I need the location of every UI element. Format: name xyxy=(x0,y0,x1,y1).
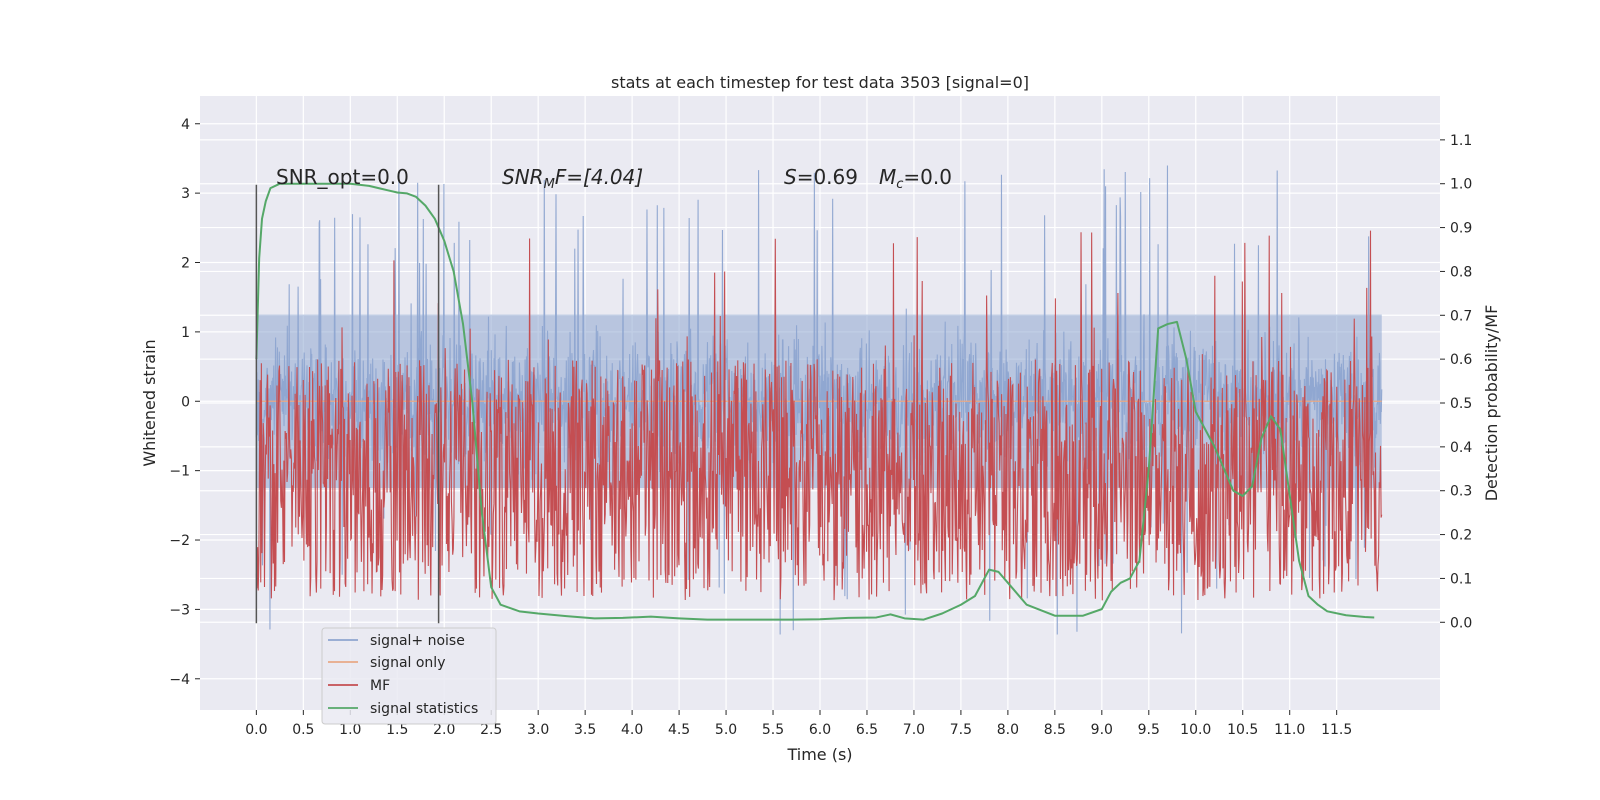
x-tick-label: 8.0 xyxy=(997,722,1019,738)
x-tick-label: 6.0 xyxy=(809,722,831,738)
x-tick-label: 9.0 xyxy=(1091,722,1113,738)
y-tick-label: −2 xyxy=(169,533,190,549)
mc-annotation: Mc=0.0 xyxy=(879,165,952,192)
y-axis-label: Whitened strain xyxy=(140,339,159,466)
x-tick-label: 4.5 xyxy=(668,722,690,738)
snr-mf-sub: M xyxy=(544,177,555,192)
x-tick-label: 2.0 xyxy=(433,722,455,738)
y2-tick-label: 0.3 xyxy=(1450,484,1472,500)
x-tick-label: 10.5 xyxy=(1227,722,1258,738)
x-tick-label: 11.0 xyxy=(1274,722,1305,738)
y-tick-label: −3 xyxy=(169,602,190,618)
y2-tick-label: 0.6 xyxy=(1450,352,1472,368)
y2-tick-label: 1.0 xyxy=(1450,177,1472,193)
y-tick-label: −1 xyxy=(169,464,190,480)
y2-tick-label: 0.1 xyxy=(1450,571,1472,587)
x-tick-label: 11.5 xyxy=(1321,722,1352,738)
y-tick-label: 2 xyxy=(181,256,190,272)
s-value: =0.69 xyxy=(797,165,858,189)
x-tick-label: 6.5 xyxy=(856,722,878,738)
series-mf xyxy=(255,230,1383,601)
x-tick-label: 7.0 xyxy=(903,722,925,738)
y-tick-label: 1 xyxy=(181,325,190,341)
y-tick-label: −4 xyxy=(169,672,190,688)
y2-tick-label: 0.7 xyxy=(1450,308,1472,324)
x-tick-label: 7.5 xyxy=(950,722,972,738)
legend-label-signal-statistics: signal statistics xyxy=(370,701,478,717)
x-tick-label: 10.0 xyxy=(1180,722,1211,738)
s-label: S xyxy=(784,165,797,189)
x-tick-label: 0.0 xyxy=(245,722,267,738)
mc-base: M xyxy=(879,165,896,189)
legend-label-signal-noise: signal+ noise xyxy=(370,633,465,649)
x-tick-label: 8.5 xyxy=(1044,722,1066,738)
snr-mf-base: SNR xyxy=(502,165,544,189)
series-signal-statistics xyxy=(255,182,1375,621)
legend-label-signal-only: signal only xyxy=(370,655,445,671)
y-tick-label: 4 xyxy=(181,117,190,133)
mc-sub: c xyxy=(896,177,903,192)
mc-value: =0.0 xyxy=(903,165,952,189)
y-axis-ticks: −4 −3 −2 −1 0 1 2 3 4 xyxy=(169,117,200,688)
x-tick-label: 0.5 xyxy=(292,722,314,738)
x-tick-label: 9.5 xyxy=(1138,722,1160,738)
snr-mf-rest-f: F=[4.04] xyxy=(555,165,643,189)
chart-title: stats at each timestep for test data 350… xyxy=(611,73,1029,92)
y-tick-label: 0 xyxy=(181,394,190,410)
y2-tick-label: 0.0 xyxy=(1450,615,1472,631)
y2-tick-label: 0.9 xyxy=(1450,221,1472,237)
y2-tick-label: 0.8 xyxy=(1450,264,1472,280)
y2-tick-label: 0.5 xyxy=(1450,396,1472,412)
s-annotation: S=0.69 xyxy=(784,165,858,189)
x-tick-label: 4.0 xyxy=(621,722,643,738)
snr-mf-annotation: SNRMF=[4.04] xyxy=(502,165,643,192)
snr-opt-annotation: SNR_opt=0.0 xyxy=(276,165,409,189)
x-axis-label: Time (s) xyxy=(786,745,852,764)
y2-tick-label: 1.1 xyxy=(1450,133,1472,149)
x-tick-label: 5.5 xyxy=(762,722,784,738)
legend: signal+ noise signal only MF signal stat… xyxy=(321,627,497,725)
y-tick-label: 3 xyxy=(181,186,190,202)
x-tick-label: 1.5 xyxy=(386,722,408,738)
y2-axis-ticks: 0.0 0.1 0.2 0.3 0.4 0.5 0.6 0.7 0.8 0.9 1.0 1.1 xyxy=(1440,133,1472,631)
x-tick-label: 3.0 xyxy=(527,722,549,738)
legend-label-mf: MF xyxy=(370,678,390,694)
x-tick-label: 5.0 xyxy=(715,722,737,738)
x-tick-label: 3.5 xyxy=(574,722,596,738)
x-axis-ticks: 0.0 0.5 1.0 1.5 2.0 2.5 3.0 3.5 4.0 4.5 5.0 5.5 6.0 6… xyxy=(245,710,1352,738)
y2-tick-label: 0.4 xyxy=(1450,440,1472,456)
y2-axis-label: Detection probability/MF xyxy=(1482,305,1501,502)
x-tick-label: 2.5 xyxy=(480,722,502,738)
x-tick-label: 1.0 xyxy=(339,722,361,738)
y2-tick-label: 0.2 xyxy=(1450,528,1472,544)
